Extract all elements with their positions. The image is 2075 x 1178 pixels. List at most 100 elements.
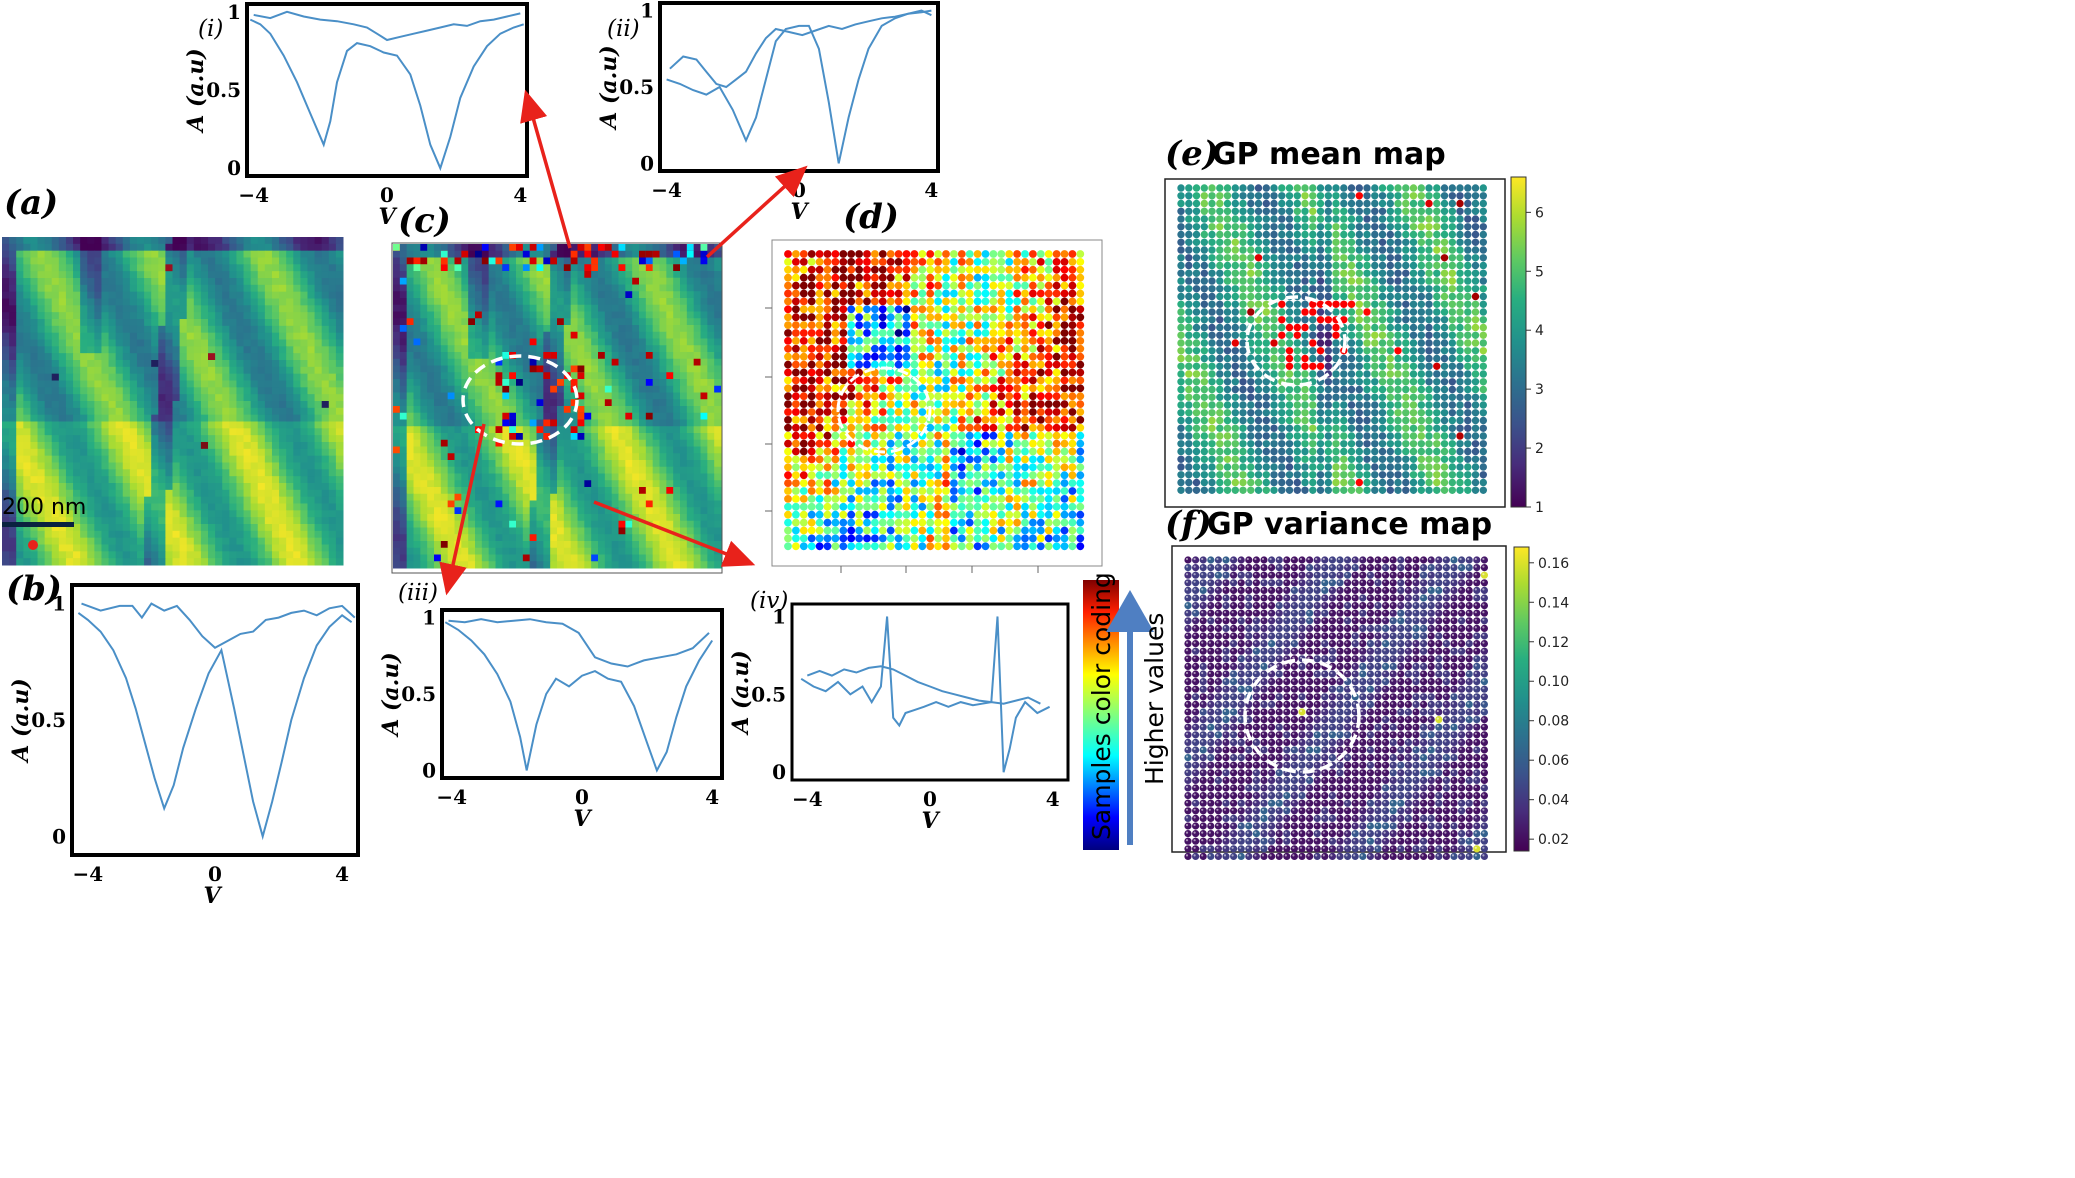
map-c-cell	[454, 244, 462, 252]
map-a-cell	[307, 558, 316, 566]
map-a-cell	[271, 496, 280, 504]
map-a-cell	[2, 407, 10, 416]
map-a-cell	[101, 476, 110, 484]
map-a-cell	[30, 353, 39, 361]
map-c-cell	[632, 399, 640, 407]
map-a-cell	[335, 537, 344, 545]
map-a-cell	[250, 428, 259, 436]
map-c-cell	[413, 291, 421, 299]
map-a-cell	[129, 346, 138, 354]
map-c-cell	[481, 304, 490, 312]
map-a-cell	[271, 462, 280, 470]
map-c-cell	[481, 406, 490, 414]
map-a-cell	[101, 414, 110, 422]
map-a-cell	[129, 387, 138, 395]
map-a-cell	[87, 442, 95, 450]
map-a-cell	[2, 462, 10, 470]
map-c-cell	[536, 527, 544, 535]
map-a-cell	[286, 325, 294, 334]
map-c-cell	[563, 358, 572, 366]
map-a-cell	[328, 435, 337, 443]
map-a-cell	[16, 401, 24, 409]
map-d-dot	[1076, 265, 1085, 274]
map-c-cell	[399, 244, 408, 252]
map-c-cell	[591, 541, 599, 549]
map-c-sample	[557, 318, 564, 325]
map-c-cell	[645, 325, 654, 333]
map-a-cell	[151, 387, 159, 395]
map-c-cell	[393, 318, 401, 326]
map-c-cell	[591, 480, 599, 488]
map-a-cell	[144, 407, 152, 416]
map-c-cell	[509, 561, 517, 569]
map-a-cell	[186, 271, 195, 279]
map-c-cell	[584, 466, 592, 474]
map-c-cell	[475, 412, 483, 420]
map-a-cell	[243, 510, 252, 518]
map-a-cell	[321, 305, 330, 313]
map-c-cell	[680, 433, 688, 441]
map-c-sample	[714, 385, 721, 393]
map-a-cell	[9, 319, 17, 327]
map-c-cell	[440, 446, 449, 454]
map-a-cell	[2, 524, 10, 532]
map-c-cell	[420, 439, 428, 447]
map-a-cell	[158, 319, 166, 327]
map-c-cell	[618, 446, 626, 454]
map-c-cell	[570, 345, 578, 353]
map-a-cell	[9, 312, 17, 320]
map-d-dot	[878, 258, 887, 266]
map-a-cell	[108, 278, 117, 286]
map-c-cell	[673, 534, 681, 542]
map-c-cell	[686, 271, 695, 279]
map-a-cell	[151, 373, 159, 381]
map-a-cell	[307, 503, 316, 511]
map-a-cell	[264, 530, 273, 539]
map-c-cell	[434, 460, 442, 468]
map-c-cell	[468, 460, 476, 468]
map-c-cell	[693, 298, 701, 306]
map-d-dot	[918, 265, 927, 274]
map-c-cell	[399, 534, 408, 542]
map-a-cell	[236, 271, 245, 279]
map-c-cell	[516, 399, 524, 407]
map-c-cell	[618, 473, 626, 481]
map-a-cell	[2, 421, 10, 429]
map-a-cell	[73, 380, 81, 388]
map-a-cell	[293, 284, 301, 293]
map-c-cell	[413, 439, 421, 447]
map-c-cell	[639, 406, 647, 414]
map-a-cell	[122, 339, 131, 347]
map-c-cell	[604, 392, 613, 400]
map-c-sample	[645, 500, 653, 508]
map-a-cell	[279, 360, 287, 368]
map-c-cell	[522, 419, 531, 427]
map-a-cell	[9, 537, 17, 545]
map-c-cell	[434, 311, 442, 319]
map-a-cell	[122, 284, 131, 293]
map-a-cell	[186, 530, 195, 539]
map-c-cell	[714, 379, 722, 387]
map-c-cell	[481, 331, 490, 339]
map-c-cell	[454, 271, 462, 279]
map-c-cell	[461, 520, 469, 528]
map-c-cell	[632, 453, 640, 461]
map-c-cell	[570, 534, 578, 542]
map-c-cell	[529, 392, 537, 400]
map-a-cell	[236, 421, 245, 429]
map-c-cell	[440, 460, 449, 468]
map-a-cell	[9, 373, 17, 381]
map-c-cell	[543, 325, 551, 333]
map-a-cell	[65, 394, 74, 402]
map-a-cell	[186, 373, 195, 381]
map-a-cell	[87, 414, 95, 422]
map-a-cell	[186, 298, 195, 306]
map-a-cell	[314, 237, 323, 245]
map-c-cell	[502, 338, 510, 346]
map-a-cell	[158, 257, 166, 265]
map-c-cell	[598, 358, 606, 366]
map-a-cell	[193, 428, 202, 436]
map-c-sample	[502, 379, 510, 386]
map-c-cell	[406, 433, 414, 441]
map-a-cell	[257, 264, 266, 272]
